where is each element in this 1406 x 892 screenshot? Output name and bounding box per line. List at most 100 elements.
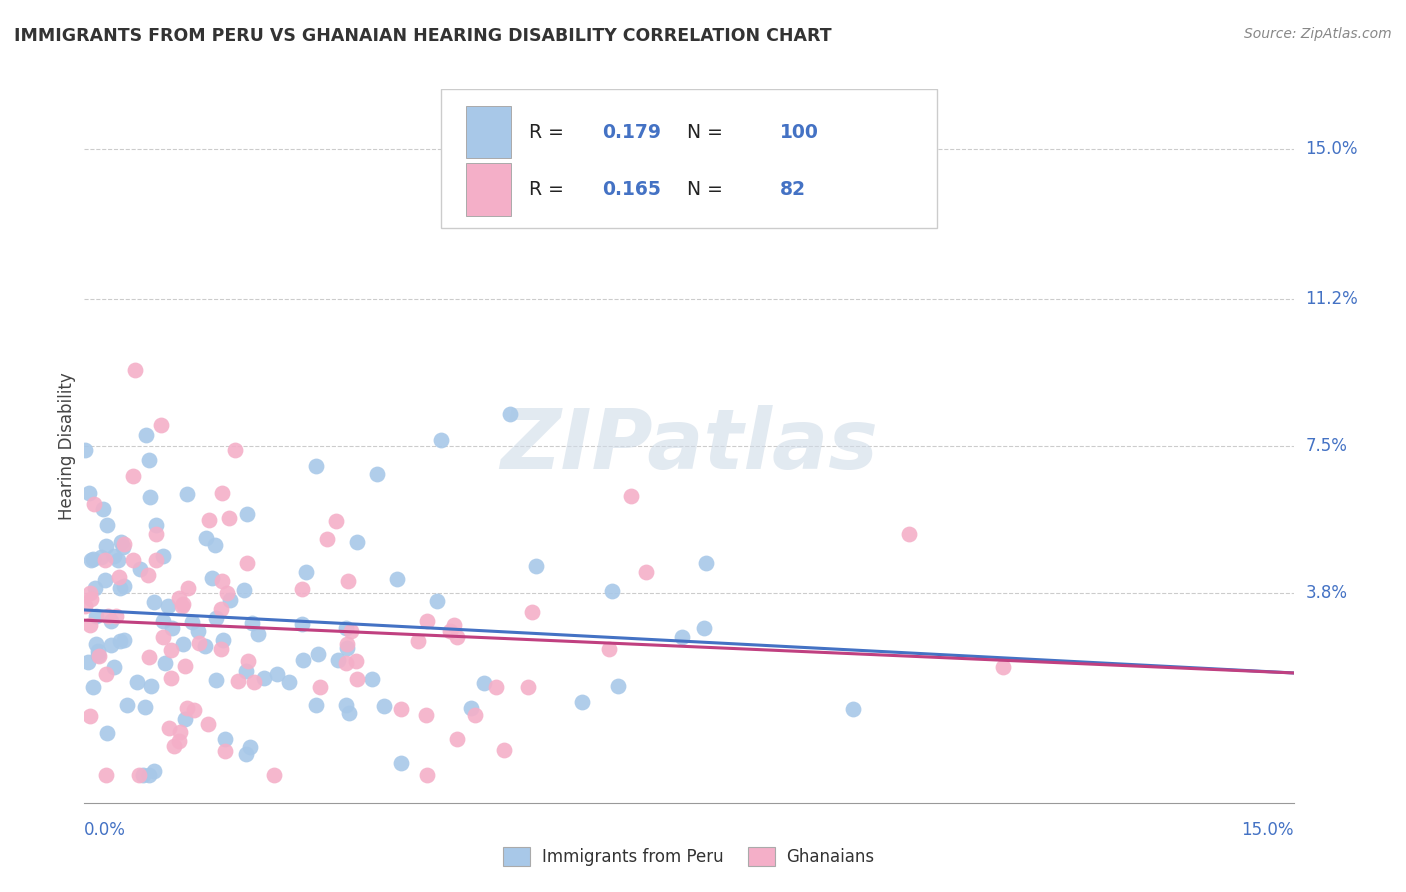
Point — [205, 673, 228, 687]
Point — [136, 568, 159, 582]
Point — [187, 624, 209, 638]
Point — [152, 614, 174, 628]
Point — [406, 633, 429, 648]
Text: IMMIGRANTS FROM PERU VS GHANAIAN HEARING DISABILITY CORRELATION CHART: IMMIGRANTS FROM PERU VS GHANAIAN HEARING… — [14, 27, 832, 45]
Point — [446, 630, 468, 644]
Point — [346, 672, 368, 686]
Point — [446, 731, 468, 746]
Point — [415, 707, 437, 722]
Point — [387, 572, 409, 586]
Text: R =: R = — [529, 122, 571, 142]
Point — [176, 487, 198, 501]
Point — [235, 664, 257, 678]
Text: 0.0%: 0.0% — [84, 821, 127, 838]
Legend: Immigrants from Peru, Ghanaians: Immigrants from Peru, Ghanaians — [496, 840, 882, 873]
Point — [214, 731, 236, 746]
Point — [571, 695, 593, 709]
Point — [177, 582, 200, 596]
Point — [464, 708, 486, 723]
Point — [291, 653, 314, 667]
Text: R =: R = — [529, 179, 571, 199]
Point — [132, 768, 155, 782]
Point — [73, 599, 96, 613]
Point — [80, 592, 103, 607]
Point — [335, 698, 357, 712]
Point — [526, 558, 548, 573]
Point — [129, 562, 152, 576]
Point — [138, 453, 160, 467]
Point — [240, 615, 263, 630]
Point — [173, 659, 195, 673]
Point — [315, 532, 337, 546]
Point — [100, 615, 122, 629]
Point — [169, 725, 191, 739]
Point — [212, 633, 235, 648]
Point — [149, 417, 172, 432]
Point — [127, 674, 149, 689]
Point — [79, 709, 101, 723]
Point — [416, 768, 439, 782]
Text: Source: ZipAtlas.com: Source: ZipAtlas.com — [1244, 27, 1392, 41]
Point — [145, 518, 167, 533]
Point — [204, 610, 226, 624]
Point — [346, 535, 368, 549]
Point — [291, 617, 314, 632]
Point — [159, 671, 181, 685]
FancyBboxPatch shape — [467, 105, 512, 159]
Point — [87, 644, 110, 658]
Point — [430, 433, 453, 447]
Point — [84, 609, 107, 624]
Point — [693, 621, 716, 635]
Point — [373, 699, 395, 714]
Point — [160, 621, 183, 635]
Point — [87, 648, 110, 662]
Point — [198, 513, 221, 527]
Point — [219, 593, 242, 607]
Point — [124, 363, 146, 377]
Point — [600, 583, 623, 598]
Point — [336, 640, 359, 655]
Point — [112, 579, 135, 593]
Point — [82, 552, 104, 566]
Point — [96, 539, 118, 553]
Point — [209, 602, 232, 616]
Point — [77, 486, 100, 500]
Point — [145, 552, 167, 566]
Point — [197, 717, 219, 731]
Point — [172, 637, 194, 651]
FancyBboxPatch shape — [441, 89, 936, 228]
Point — [156, 599, 179, 613]
Point — [97, 608, 120, 623]
Point — [307, 647, 329, 661]
Point — [335, 621, 357, 635]
Point — [75, 443, 97, 458]
Point — [143, 595, 166, 609]
Point — [492, 743, 515, 757]
Point — [112, 632, 135, 647]
Point — [218, 511, 240, 525]
Point — [499, 407, 522, 421]
Point — [266, 666, 288, 681]
Point — [143, 764, 166, 779]
Text: 11.2%: 11.2% — [1306, 290, 1358, 309]
Point — [83, 497, 105, 511]
Point — [620, 489, 643, 503]
Point — [305, 698, 328, 712]
Point — [84, 637, 107, 651]
Point — [217, 586, 239, 600]
Point — [162, 739, 184, 753]
Point — [90, 550, 112, 565]
Text: N =: N = — [686, 179, 734, 199]
Point — [211, 574, 233, 588]
Point — [110, 634, 132, 648]
Point — [522, 605, 544, 619]
Point — [167, 591, 190, 605]
Point — [416, 615, 439, 629]
FancyBboxPatch shape — [467, 162, 512, 216]
Point — [121, 468, 143, 483]
Point — [226, 674, 249, 689]
Text: 100: 100 — [779, 122, 818, 142]
Point — [103, 660, 125, 674]
Point — [308, 680, 330, 694]
Point — [112, 540, 135, 554]
